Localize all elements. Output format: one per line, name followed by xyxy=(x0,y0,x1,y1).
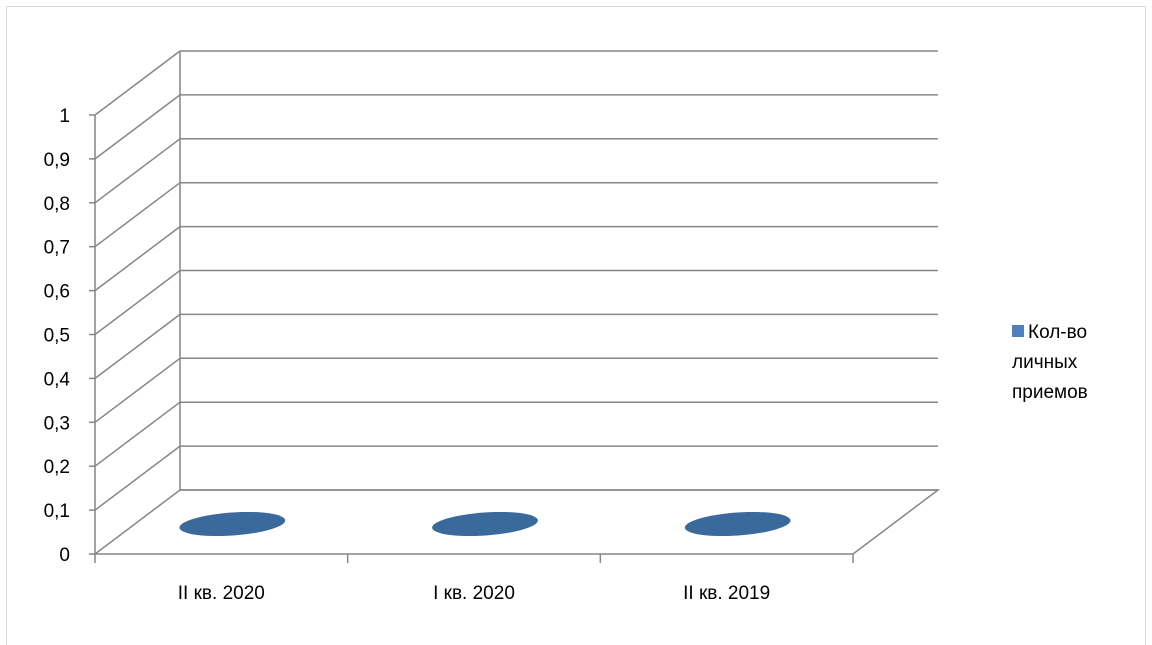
gridline-wall xyxy=(94,445,181,511)
y-tick-label: 0,2 xyxy=(44,457,70,478)
marks-layer xyxy=(179,511,791,537)
gridline-wall xyxy=(94,94,181,160)
grid-layer xyxy=(92,50,941,555)
legend-swatch xyxy=(1012,325,1024,337)
gridline-wall xyxy=(94,226,181,292)
y-tick-label: 0,1 xyxy=(44,501,70,522)
legend-series-label: Кол-во личных приемов xyxy=(1012,322,1088,403)
legend: Кол-во личных приемов xyxy=(1012,318,1142,408)
y-tick-label: 0 xyxy=(59,545,70,566)
gridline-wall xyxy=(94,50,181,116)
y-tick-label: 0,6 xyxy=(44,282,70,303)
label-layer: 0 0,1 0,2 0,3 0,4 0,5 0,6 0,7 0,8 0,9 1 II кв. 2020… xyxy=(44,106,771,604)
gridline-wall xyxy=(94,401,181,467)
x-category-label: I кв. 2020 xyxy=(433,583,515,604)
y-tick-label: 0,3 xyxy=(44,413,70,434)
y-tick-label: 0,4 xyxy=(44,369,71,390)
bar-cap xyxy=(684,511,791,537)
gridline-wall xyxy=(94,138,181,204)
gridline-wall xyxy=(94,182,181,248)
gridline-wall xyxy=(94,357,181,423)
y-tick-label: 0,8 xyxy=(44,194,70,215)
y-tick-label: 0,9 xyxy=(44,150,70,171)
gridline-wall xyxy=(94,313,181,379)
gridline-wall xyxy=(94,269,181,336)
bar-cap xyxy=(179,511,286,537)
x-category-label: II кв. 2020 xyxy=(178,583,265,604)
x-category-label: II кв. 2019 xyxy=(683,583,770,604)
y-tick-label: 1 xyxy=(59,106,70,127)
y-tick-label: 0,5 xyxy=(44,326,70,347)
y-tick-label: 0,7 xyxy=(44,238,70,259)
axis-layer xyxy=(89,114,854,563)
chart-frame xyxy=(6,6,1146,645)
bar-cap xyxy=(432,511,538,537)
